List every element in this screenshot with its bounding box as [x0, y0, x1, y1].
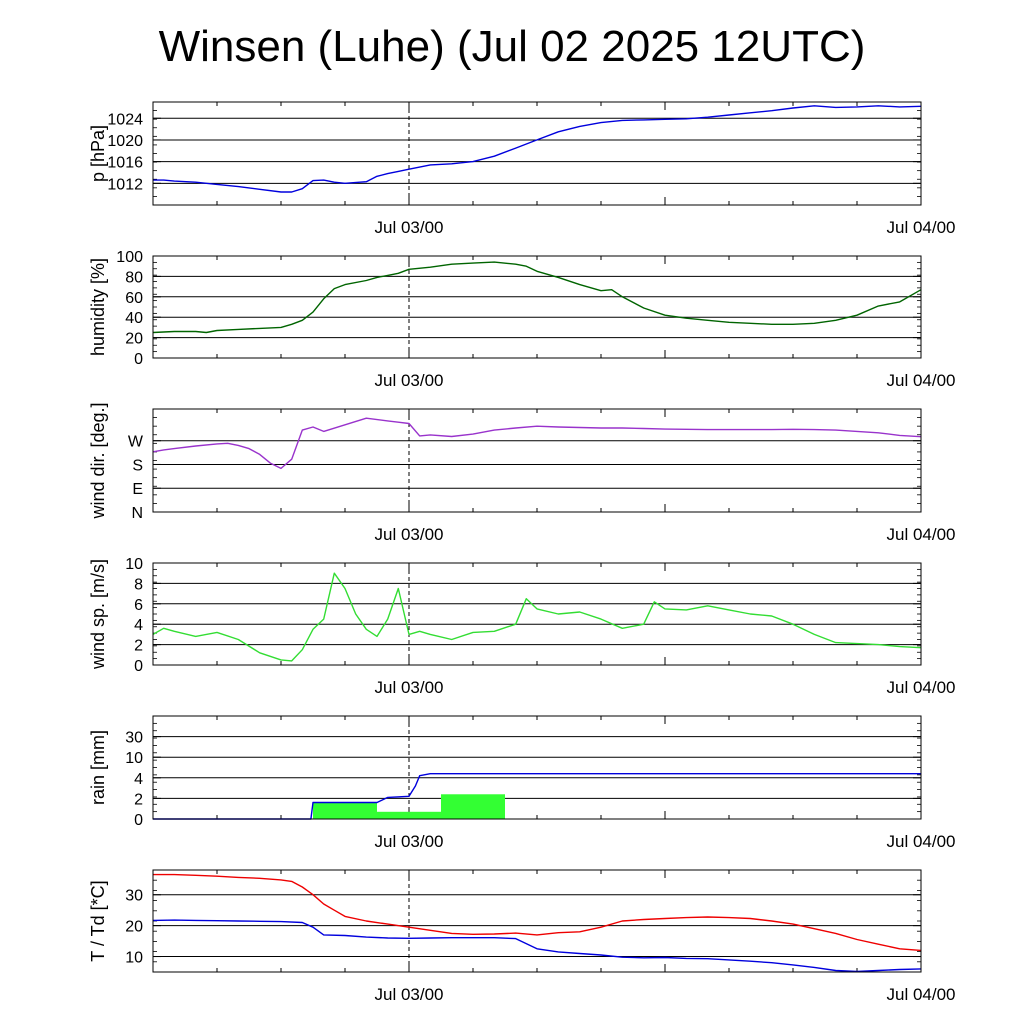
series-line-temperature-0: [153, 873, 922, 952]
ytick-label: 0: [134, 812, 143, 829]
ylabel: wind dir. [deg.]: [88, 402, 108, 519]
series-line-pressure-0: [153, 105, 922, 193]
ytick-label: 60: [125, 290, 143, 307]
rain-bar: [441, 794, 505, 819]
series-line-wind_speed-0: [152, 572, 922, 662]
plot-frame: [152, 869, 922, 973]
xtick-label: Jul 04/00: [887, 525, 956, 544]
ytick-label: 10: [125, 556, 143, 573]
chart-title: Winsen (Luhe) (Jul 02 2025 12UTC): [158, 22, 866, 71]
ytick-label: E: [132, 481, 143, 498]
ytick-label: 1020: [107, 133, 143, 150]
ytick-label: S: [132, 457, 143, 474]
ytick-label: 20: [125, 331, 143, 348]
panel-rain: 0 2 4 10 30 Jul 03/00 Jul 04/00 rain [mm]: [88, 715, 956, 851]
xtick-label: Jul 04/00: [887, 678, 956, 697]
ytick-label: 80: [125, 269, 143, 286]
ytick-label: 40: [125, 310, 143, 327]
ytick-label: 8: [134, 576, 143, 593]
panel-pressure: 1012 1016 1020 1024 Jul 03/00 Jul 04/00 p [hPa…: [88, 101, 956, 237]
xtick-label: Jul 03/00: [375, 218, 444, 237]
ytick-label: 100: [116, 249, 143, 266]
ytick-label: 2: [134, 791, 143, 808]
ytick-label: 2: [134, 638, 143, 655]
rain-bar: [313, 802, 377, 819]
plot-frame: [152, 101, 922, 206]
series-line-humidity-0: [152, 261, 922, 334]
ytick-label: 4: [134, 771, 143, 788]
ytick-label: 30: [125, 730, 143, 747]
xtick-label: Jul 03/00: [375, 371, 444, 390]
ytick-label: 0: [134, 658, 143, 675]
ytick-label: 10: [125, 950, 143, 967]
xtick-label: Jul 04/00: [887, 371, 956, 390]
ytick-label: 1012: [107, 176, 143, 193]
xtick-label: Jul 04/00: [887, 832, 956, 851]
plot-frame: [152, 715, 922, 820]
ytick-label: W: [128, 434, 144, 451]
ylabel: humidity [%]: [88, 258, 108, 356]
series-line-temperature-1: [152, 919, 922, 973]
ytick-label: 4: [134, 617, 143, 634]
ytick-label: 1024: [107, 111, 143, 128]
ytick-label: 30: [125, 888, 143, 905]
xtick-label: Jul 03/00: [375, 525, 444, 544]
ylabel: p [hPa]: [88, 125, 108, 182]
series-line-wind_direction-0: [152, 417, 922, 470]
xtick-label: Jul 04/00: [887, 985, 956, 1004]
ytick-label: 0: [134, 351, 143, 368]
panel-humidity: 0 20 40 60 80 100 Jul 03/00 Jul 04/00 humidity […: [88, 249, 956, 390]
ylabel: T / Td [*C]: [88, 880, 108, 961]
panel-wind_speed: 0 2 4 6 8 10 Jul 03/00 Jul 04/00 wind sp. [m/s]: [88, 556, 956, 697]
ylabel: rain [mm]: [88, 730, 108, 805]
xtick-label: Jul 04/00: [887, 218, 956, 237]
ytick-label: 1016: [107, 155, 143, 172]
xtick-label: Jul 03/00: [375, 678, 444, 697]
ytick-label: 20: [125, 919, 143, 936]
ytick-label: 6: [134, 597, 143, 614]
plot-frame: [152, 408, 922, 513]
plot-frame: [152, 562, 922, 666]
rain-cumulative-line: [153, 773, 921, 820]
xtick-label: Jul 03/00: [375, 832, 444, 851]
plot-frame: [152, 255, 922, 359]
panel-temperature: 10 20 30 Jul 03/00 Jul 04/00 T / Td [*C]: [88, 869, 956, 1004]
xtick-label: Jul 03/00: [375, 985, 444, 1004]
ytick-label: 10: [125, 750, 143, 767]
rain-bar: [377, 811, 441, 819]
ytick-label: N: [131, 505, 143, 522]
ylabel: wind sp. [m/s]: [88, 559, 108, 670]
